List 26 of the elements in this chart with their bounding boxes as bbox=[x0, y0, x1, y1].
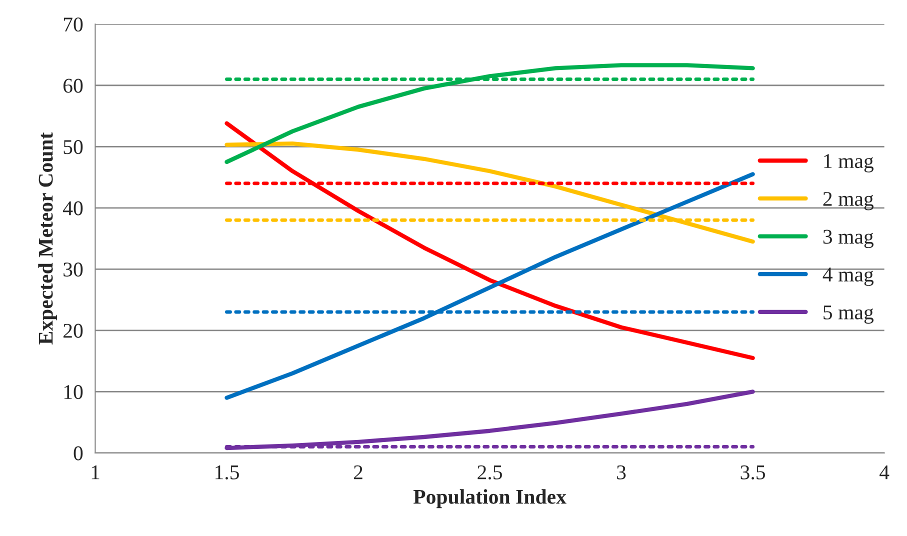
legend-label: 2 mag bbox=[823, 192, 874, 210]
x-tick-label: 3 bbox=[617, 465, 626, 480]
legend-label: 1 mag bbox=[824, 154, 874, 172]
x-tick-label: 2 bbox=[354, 465, 362, 480]
y-tick-label: 30 bbox=[64, 262, 83, 277]
line-series bbox=[224, 141, 755, 244]
x-tick-label: 1.5 bbox=[216, 465, 239, 480]
y-tick-label: 20 bbox=[64, 324, 83, 338]
y-tick-label: 40 bbox=[63, 201, 83, 216]
y-tick-label: 0 bbox=[74, 446, 83, 460]
y-tick-label: 10 bbox=[64, 385, 83, 400]
legend-label: 5 mag bbox=[824, 306, 874, 324]
legend-label: 3 mag bbox=[823, 230, 874, 248]
y-tick-label: 50 bbox=[64, 140, 83, 154]
y-tick-label: 60 bbox=[63, 78, 83, 93]
legend-label: 4 mag bbox=[822, 268, 874, 286]
y-tick-label: 70 bbox=[64, 17, 83, 32]
line-series bbox=[224, 172, 755, 400]
x-tick-label: 1 bbox=[92, 465, 100, 480]
line-series bbox=[224, 121, 755, 360]
y-axis-title: Expected Meteor Count bbox=[38, 132, 58, 344]
x-tick-label: 2.5 bbox=[478, 465, 502, 480]
x-tick-label: 4 bbox=[880, 465, 890, 480]
x-axis-title: Population Index bbox=[413, 489, 566, 508]
line-series bbox=[224, 63, 755, 164]
x-tick-label: 3.5 bbox=[740, 465, 766, 480]
